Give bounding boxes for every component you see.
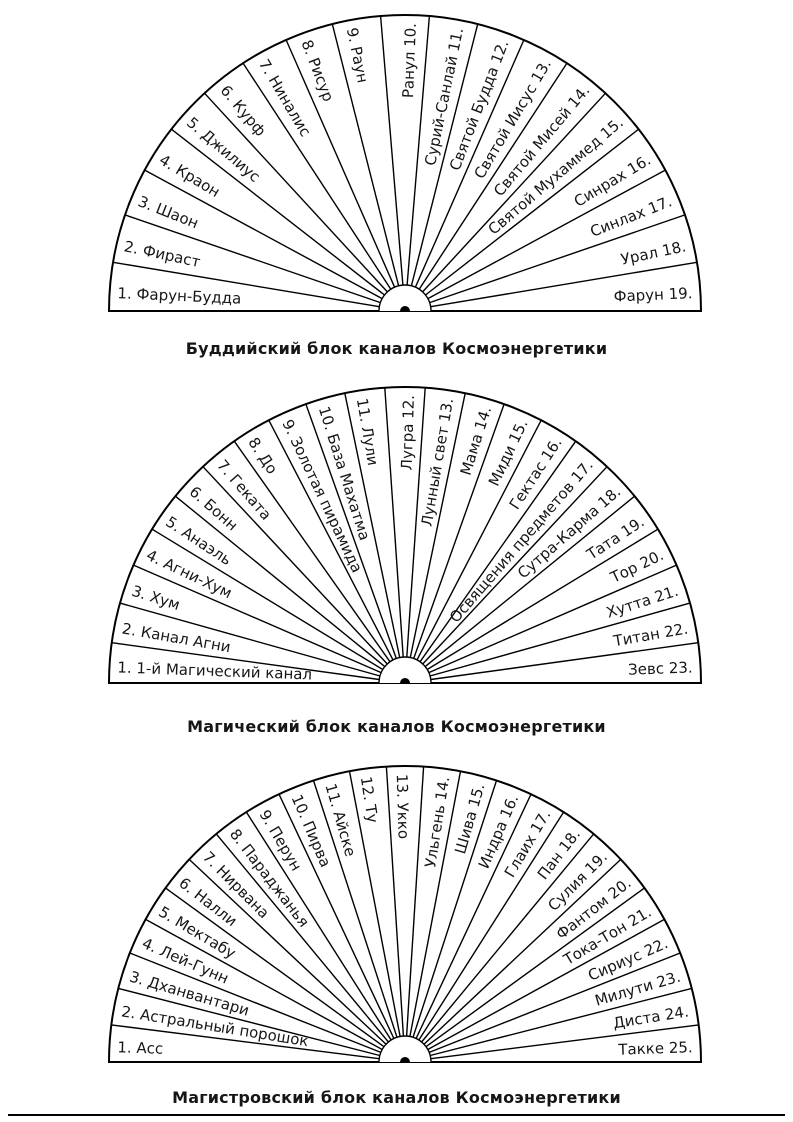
sector-divider-line xyxy=(129,952,382,1054)
sector-divider-line xyxy=(412,780,498,1038)
sector-divider-line xyxy=(406,387,426,658)
sector-divider-line xyxy=(145,918,383,1051)
sector-divider-line xyxy=(384,387,404,658)
sector-divider-line xyxy=(278,793,395,1039)
sector-divider-line xyxy=(410,23,479,286)
hub xyxy=(378,1035,432,1063)
sector-divider-line xyxy=(425,128,640,296)
sector-divider-line xyxy=(344,393,401,658)
sector-divider-line xyxy=(418,811,565,1041)
sector-label: Фарун 19. xyxy=(613,284,693,306)
sector-divider-line xyxy=(285,39,396,288)
sector-divider-line xyxy=(174,495,386,668)
sector-divider-line xyxy=(430,987,692,1057)
sector-divider-line xyxy=(430,1024,699,1060)
sector-divider-line xyxy=(409,393,466,658)
sector-divider-line xyxy=(414,39,525,288)
sector-divider-line xyxy=(118,987,380,1057)
sector-divider-line xyxy=(409,771,462,1037)
sector-divider-line xyxy=(425,887,645,1048)
sector-divider-line xyxy=(385,766,405,1037)
sector-divider-line xyxy=(242,62,392,290)
sector-divider-line xyxy=(119,602,381,677)
sector-label: 1. Фарун-Будда xyxy=(117,284,242,308)
sector-label: Лугра 12. xyxy=(398,395,418,471)
sector-divider-line xyxy=(422,466,608,665)
sector-divider-line xyxy=(422,92,607,293)
sector-label: Зевс 23. xyxy=(628,658,693,678)
sector-divider-line xyxy=(331,23,400,286)
sector-divider-line xyxy=(133,564,382,674)
sector-divider-line xyxy=(245,811,392,1041)
sector-divider-line xyxy=(233,440,391,663)
hub xyxy=(378,656,432,684)
sector-label: 1. Асс xyxy=(117,1038,163,1058)
hub-center-dot xyxy=(400,678,410,683)
sector-divider-line xyxy=(424,495,636,668)
sector-divider-line xyxy=(406,15,431,286)
sector-divider-line xyxy=(170,128,385,296)
sector-divider-line xyxy=(429,602,691,677)
sector-label: Такке 25. xyxy=(617,1038,693,1059)
sector-divider-line xyxy=(415,793,532,1039)
sector-divider-line xyxy=(111,1024,380,1060)
sector-divider-line xyxy=(312,780,398,1038)
sector-divider-line xyxy=(428,952,681,1054)
sector-divider-line xyxy=(423,858,622,1045)
sector-divider-line xyxy=(379,15,404,286)
sector-divider-line xyxy=(215,833,389,1043)
sector-divider-line xyxy=(426,528,659,671)
footer-rule xyxy=(8,1114,785,1116)
sector-divider-line xyxy=(111,642,380,681)
sector-divider-line xyxy=(418,62,568,290)
hub xyxy=(378,284,432,312)
sector-label: 13. Укко xyxy=(393,774,413,840)
sector-divider-line xyxy=(413,403,505,659)
sector-divider-line xyxy=(430,642,699,681)
sector-divider-line xyxy=(419,440,577,663)
sector-divider-line xyxy=(430,261,698,308)
sector-divider-line xyxy=(427,918,665,1051)
chart-title-magic-block: Магический блок каналов Космоэнергетики xyxy=(187,717,606,736)
hub-center-dot xyxy=(400,1057,410,1062)
sector-divider-line xyxy=(203,92,388,293)
fan-outline xyxy=(107,386,703,684)
sector-divider-line xyxy=(416,419,542,661)
chart-title-magister-block: Магистровский блок каналов Космоэнергети… xyxy=(172,1088,621,1107)
sector-divider-line xyxy=(188,858,387,1045)
sector-divider-line xyxy=(428,564,677,674)
sector-divider-line xyxy=(165,887,385,1048)
sector-divider-line xyxy=(427,169,666,300)
sector-divider-line xyxy=(144,169,383,300)
sector-divider-line xyxy=(429,214,686,304)
sector-divider-line xyxy=(268,419,394,661)
sector-divider-line xyxy=(348,771,401,1037)
sector-divider-line xyxy=(112,261,380,308)
sector-divider-line xyxy=(405,766,425,1037)
sector-divider-line xyxy=(421,833,595,1043)
fan-outline xyxy=(107,14,703,312)
chart-title-buddhist-block: Буддийский блок каналов Космоэнергетики xyxy=(185,339,608,358)
sector-divider-line xyxy=(151,528,384,671)
sector-divider-line xyxy=(202,466,388,665)
sector-divider-line xyxy=(124,214,381,304)
fan-outline xyxy=(107,765,703,1063)
sector-label: Ранул 10. xyxy=(399,23,420,99)
hub-center-dot xyxy=(400,306,410,311)
sector-divider-line xyxy=(305,403,397,659)
